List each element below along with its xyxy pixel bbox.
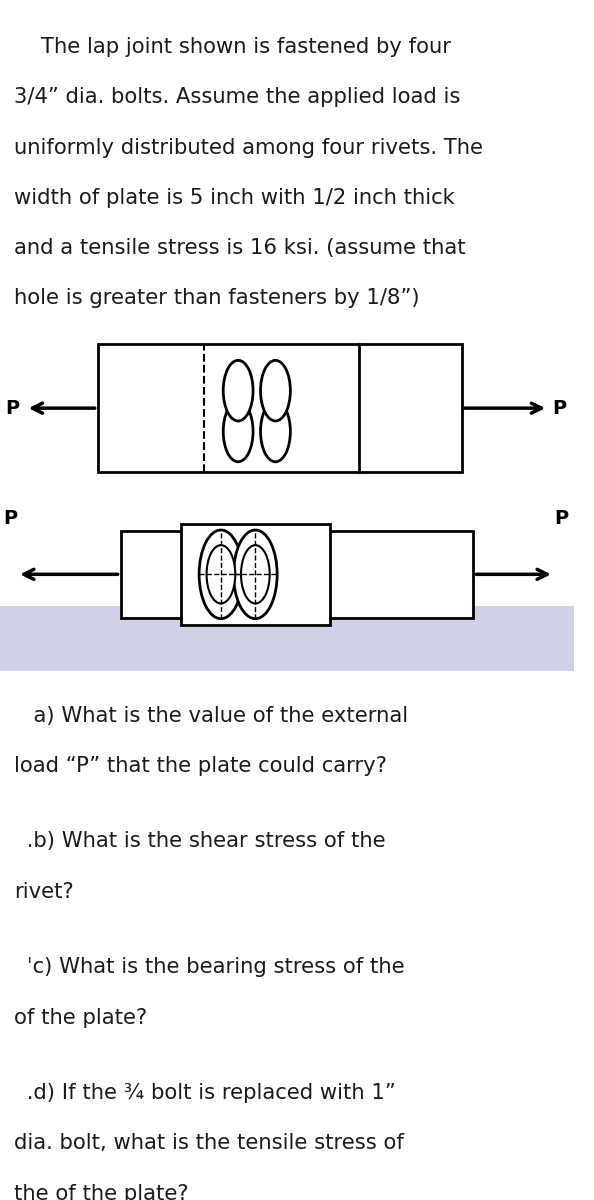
Circle shape xyxy=(223,401,253,462)
Circle shape xyxy=(233,530,277,619)
Bar xyxy=(181,523,330,625)
Text: 3/4” dia. bolts. Assume the applied load is: 3/4” dia. bolts. Assume the applied load… xyxy=(14,88,461,108)
Text: a) What is the value of the external: a) What is the value of the external xyxy=(20,706,408,726)
Text: P: P xyxy=(3,509,17,528)
Text: rivet?: rivet? xyxy=(14,882,74,901)
Text: P: P xyxy=(552,398,567,418)
Circle shape xyxy=(241,545,270,604)
Text: .b) What is the shear stress of the: .b) What is the shear stress of the xyxy=(20,832,386,852)
Text: of the plate?: of the plate? xyxy=(14,1008,147,1027)
Text: .d) If the ¾ bolt is replaced with 1”: .d) If the ¾ bolt is replaced with 1” xyxy=(20,1084,396,1103)
Circle shape xyxy=(207,545,235,604)
Circle shape xyxy=(223,360,253,421)
Text: uniformly distributed among four rivets. The: uniformly distributed among four rivets.… xyxy=(14,138,484,157)
Text: dia. bolt, what is the tensile stress of: dia. bolt, what is the tensile stress of xyxy=(14,1134,405,1153)
Text: and a tensile stress is 16 ksi. (assume that: and a tensile stress is 16 ksi. (assume … xyxy=(14,238,466,258)
Bar xyxy=(97,344,462,473)
Bar xyxy=(121,530,473,618)
Circle shape xyxy=(261,360,290,421)
Text: the of the plate?: the of the plate? xyxy=(14,1183,189,1200)
Text: P: P xyxy=(5,398,20,418)
Circle shape xyxy=(261,401,290,462)
Text: width of plate is 5 inch with 1/2 inch thick: width of plate is 5 inch with 1/2 inch t… xyxy=(14,187,455,208)
Text: ˈc) What is the bearing stress of the: ˈc) What is the bearing stress of the xyxy=(20,958,405,978)
Circle shape xyxy=(199,530,243,619)
Text: P: P xyxy=(554,509,568,528)
Text: hole is greater than fasteners by 1/8”): hole is greater than fasteners by 1/8”) xyxy=(14,288,420,308)
Text: The lap joint shown is fastened by four: The lap joint shown is fastened by four xyxy=(14,37,451,58)
Text: load “P” that the plate could carry?: load “P” that the plate could carry? xyxy=(14,756,387,775)
Bar xyxy=(0,606,574,671)
